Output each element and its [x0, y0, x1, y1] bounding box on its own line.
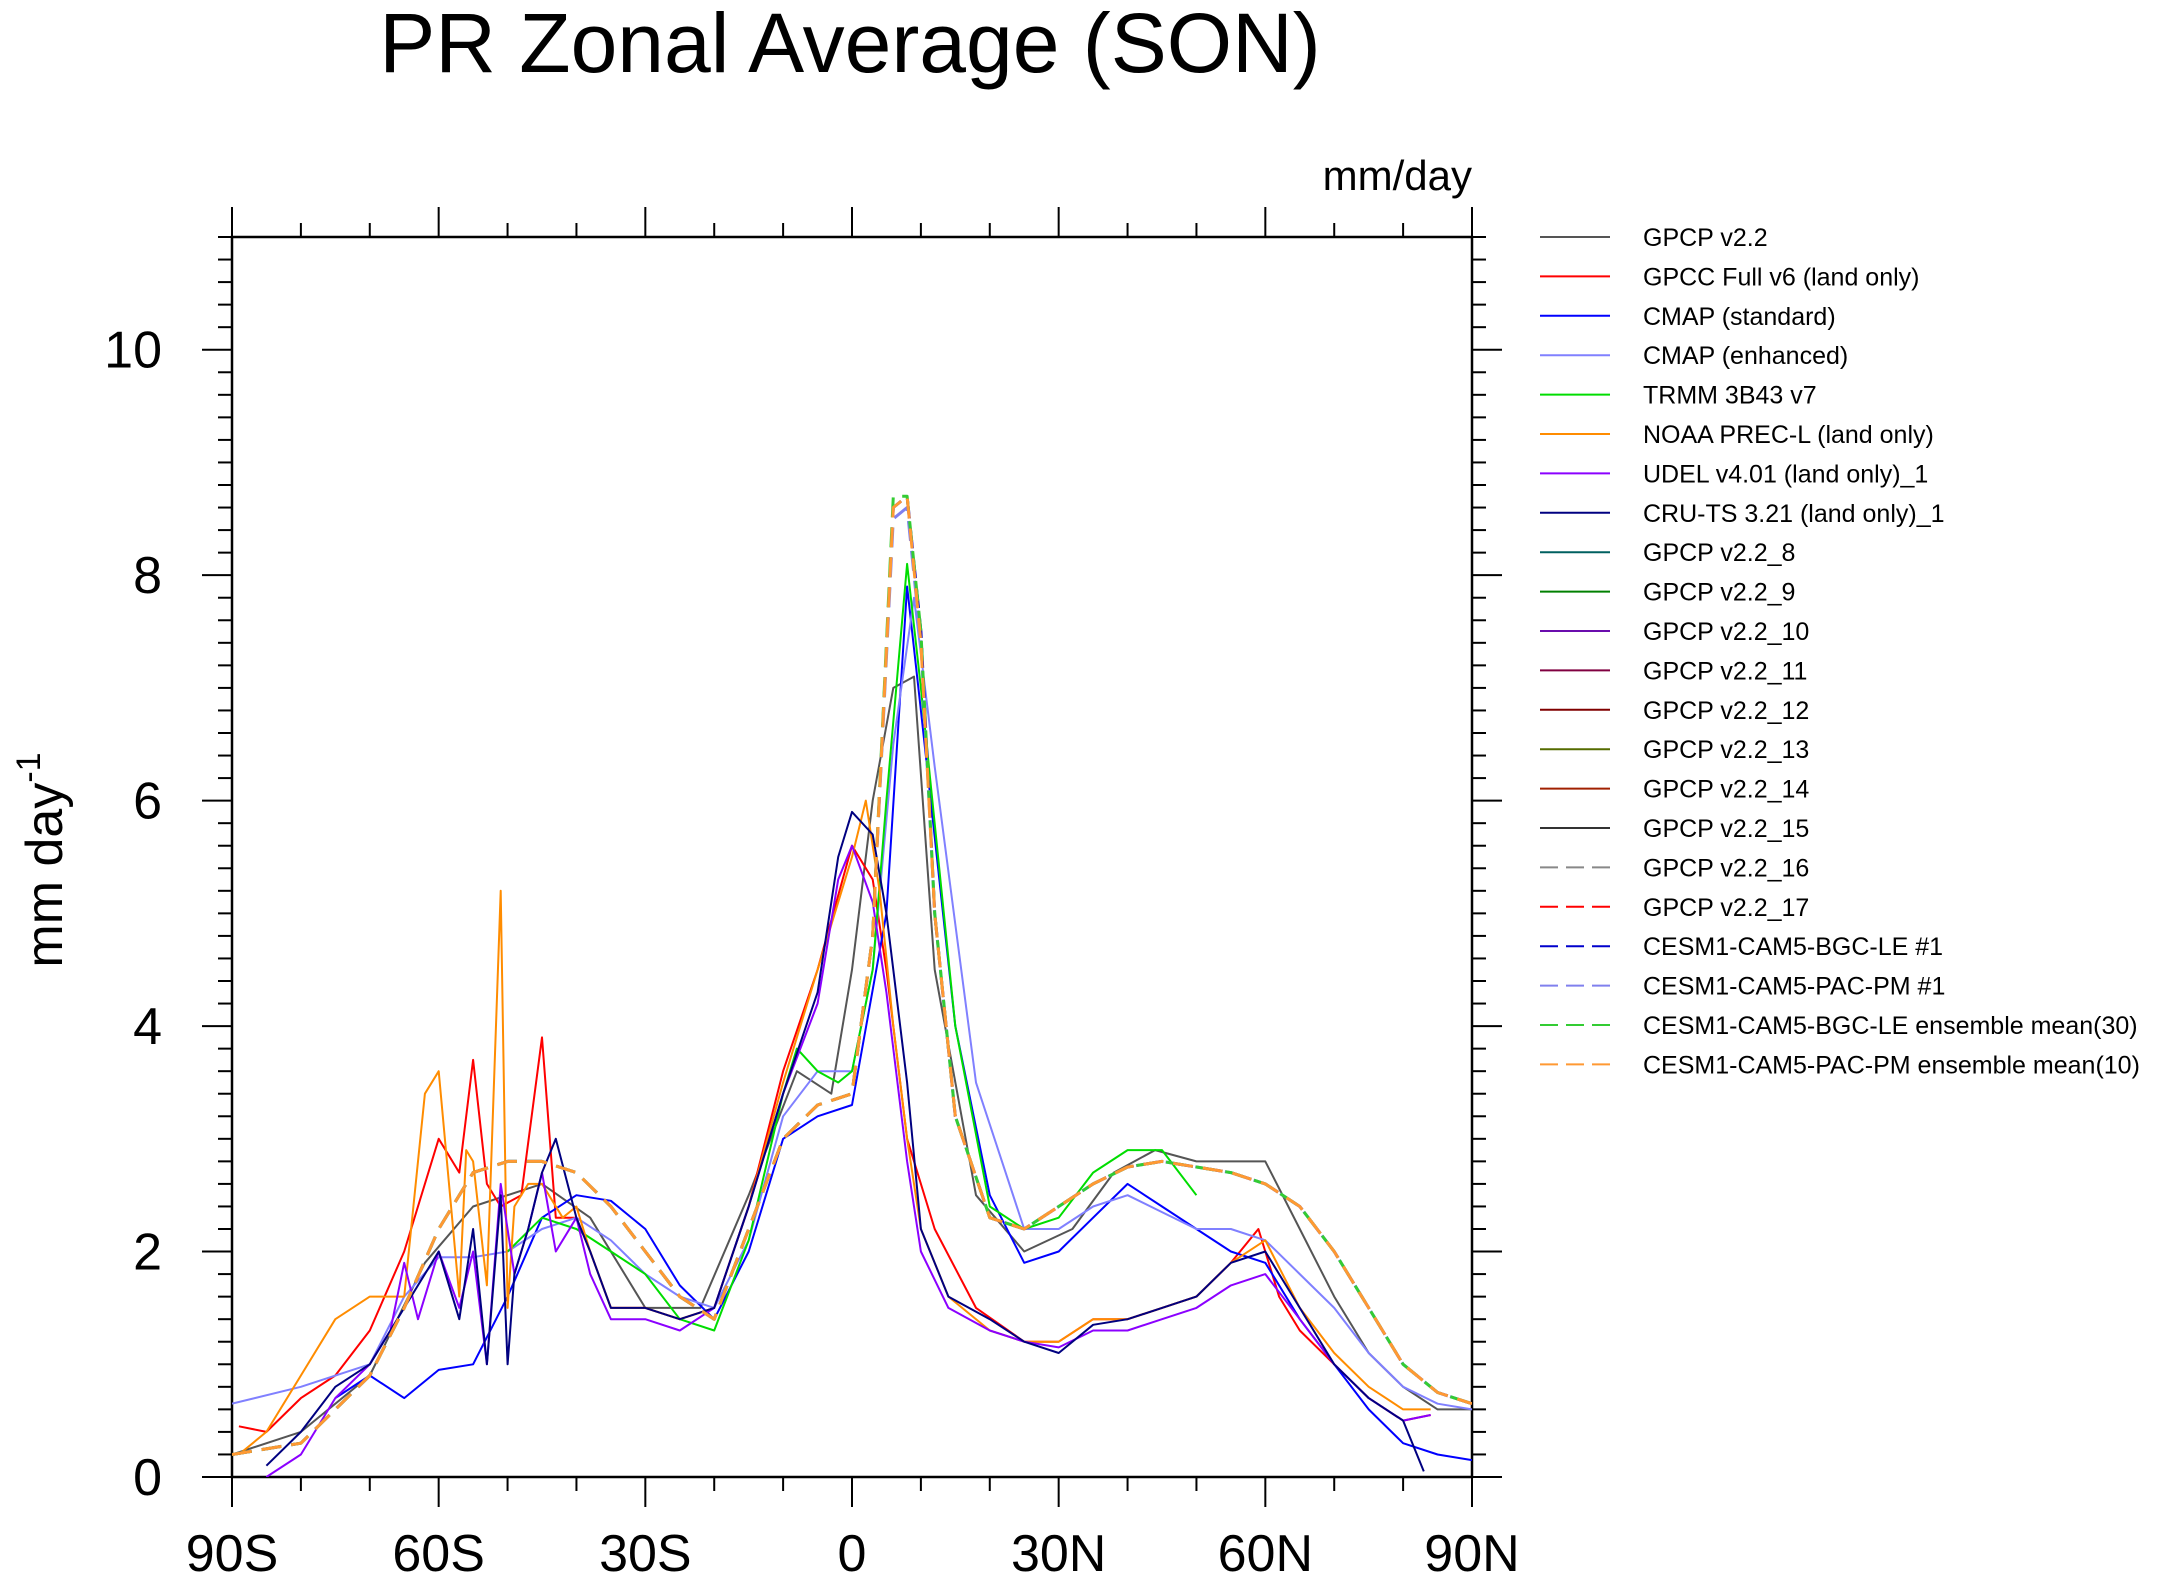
legend-label: GPCP v2.2_15 [1643, 815, 1809, 843]
y-axis-title-text: mm day [16, 783, 74, 968]
legend-label: GPCP v2.2_9 [1643, 579, 1795, 607]
y-tick-label: 10 [104, 322, 162, 380]
legend-label: CESM1-CAM5-BGC-LE #1 [1643, 933, 1943, 961]
legend-label: GPCP v2.2_12 [1643, 697, 1809, 725]
chart-title: PR Zonal Average (SON) [379, 0, 1321, 90]
series-line [238, 844, 1431, 1433]
series-line [506, 562, 1198, 1332]
legend-label: CESM1-CAM5-PAC-PM #1 [1643, 973, 1945, 1001]
x-tick-label: 30S [599, 1525, 692, 1583]
legend-label: GPCP v2.2_11 [1643, 657, 1807, 685]
x-axis-labels: 90S 60S 30S 0 30N 60N 90N [186, 1525, 1520, 1583]
legend-label: CESM1-CAM5-BGC-LE ensemble mean(30) [1643, 1012, 2138, 1040]
legend-label: GPCP v2.2_16 [1643, 854, 1809, 882]
legend: GPCP v2.2 GPCC Full v6 (land only) CMAP (s… [1540, 224, 2140, 1079]
y-tick-label: 6 [133, 773, 162, 831]
y-axis-labels: 0 2 4 6 8 10 [104, 322, 162, 1507]
legend-label: GPCP v2.2_8 [1643, 539, 1795, 567]
legend-label: UDEL v4.01 (land only)_1 [1643, 460, 1928, 488]
series-line [232, 596, 1472, 1411]
series-line [232, 494, 1472, 1456]
legend-label: GPCP v2.2 [1643, 224, 1768, 252]
y-tick-label: 0 [133, 1449, 162, 1507]
x-tick-label: 30N [1011, 1525, 1106, 1583]
x-tick-label: 60N [1218, 1525, 1313, 1583]
series-line [232, 506, 1472, 1456]
legend-label: GPCP v2.2_13 [1643, 736, 1809, 764]
legend-label: GPCP v2.2_14 [1643, 776, 1809, 804]
x-tick-label: 60S [392, 1525, 485, 1583]
legend-label: CMAP (standard) [1643, 303, 1836, 331]
legend-label: GPCC Full v6 (land only) [1643, 263, 1919, 291]
y-axis-title: mm day-1 [10, 752, 74, 967]
x-tick-label: 0 [838, 1525, 867, 1583]
series-line [232, 675, 1472, 1456]
y-tick-label: 2 [133, 1224, 162, 1282]
series-layer [232, 494, 1472, 1477]
legend-label: NOAA PREC-L (land only) [1643, 421, 1934, 449]
legend-label: CESM1-CAM5-PAC-PM ensemble mean(10) [1643, 1051, 2140, 1079]
y-tick-label: 4 [133, 998, 162, 1056]
axis-ticks [202, 207, 1502, 1507]
y-tick-label: 8 [133, 547, 162, 605]
legend-label: CRU-TS 3.21 (land only)_1 [1643, 500, 1945, 528]
x-tick-label: 90S [186, 1525, 279, 1583]
legend-label: CMAP (enhanced) [1643, 342, 1848, 370]
legend-label: GPCP v2.2_17 [1643, 894, 1809, 922]
y-axis-title-superscript: -1 [10, 752, 48, 782]
legend-label: TRMM 3B43 v7 [1643, 382, 1817, 410]
x-tick-label: 90N [1424, 1525, 1519, 1583]
series-line [334, 585, 1472, 1462]
units-label: mm/day [1323, 152, 1472, 199]
legend-label: GPCP v2.2_10 [1643, 618, 1809, 646]
series-line [265, 810, 1425, 1472]
